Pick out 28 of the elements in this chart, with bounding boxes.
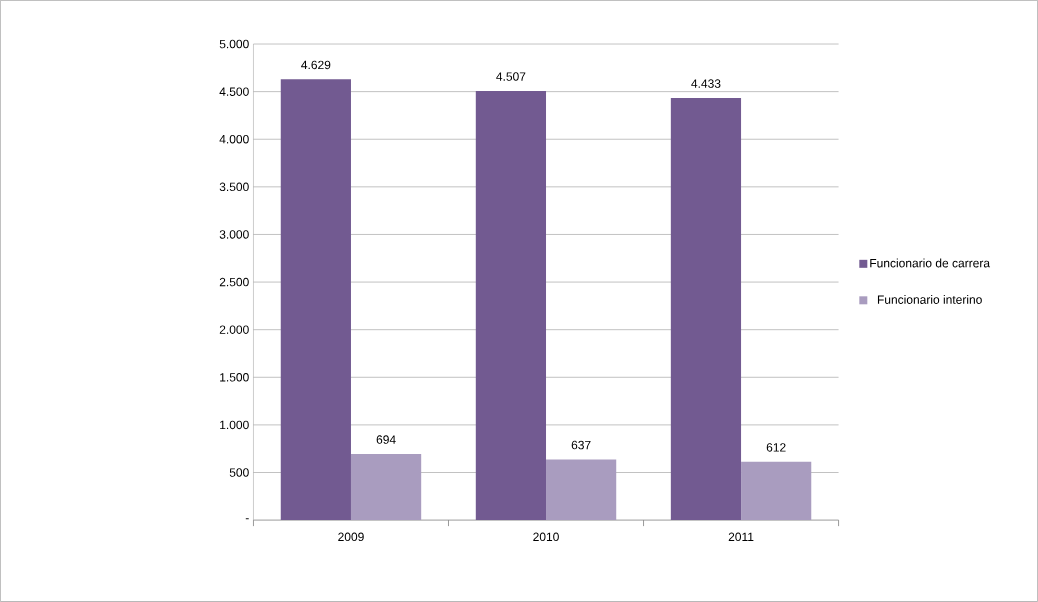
bar: [546, 459, 617, 521]
bar: [670, 98, 742, 521]
x-tick-label: 2009: [338, 532, 364, 542]
x-tick-label: 2010: [533, 532, 559, 542]
x-tick-label: 2011: [728, 532, 754, 542]
bar: [280, 79, 351, 521]
y-tick-label: -: [245, 518, 249, 520]
bar: [475, 91, 547, 521]
y-tick-label: 3.500: [219, 182, 249, 192]
bar: [350, 454, 422, 521]
y-tick-label: 2.000: [219, 325, 249, 334]
y-tick-label: 5.000: [219, 39, 249, 49]
bar: [741, 461, 812, 521]
data-label: 4.629: [301, 60, 331, 70]
y-tick-label: 4.000: [219, 135, 249, 144]
legend-label: Funcionario de carrera: [870, 258, 991, 268]
y-tick-label: 4.500: [219, 87, 249, 96]
data-label: 4.433: [691, 79, 721, 88]
y-tick-label: 1.000: [220, 420, 249, 430]
data-label: 637: [571, 440, 591, 450]
y-tick-label: 1.500: [220, 373, 249, 382]
data-label: 612: [766, 443, 786, 452]
data-label: 4.507: [496, 72, 526, 81]
legend-label: Funcionario interino: [877, 295, 982, 304]
data-label: 694: [376, 435, 396, 444]
y-tick-label: 2.500: [219, 277, 249, 287]
y-tick-label: 3.000: [219, 230, 249, 239]
y-tick-label: 500: [229, 468, 249, 477]
